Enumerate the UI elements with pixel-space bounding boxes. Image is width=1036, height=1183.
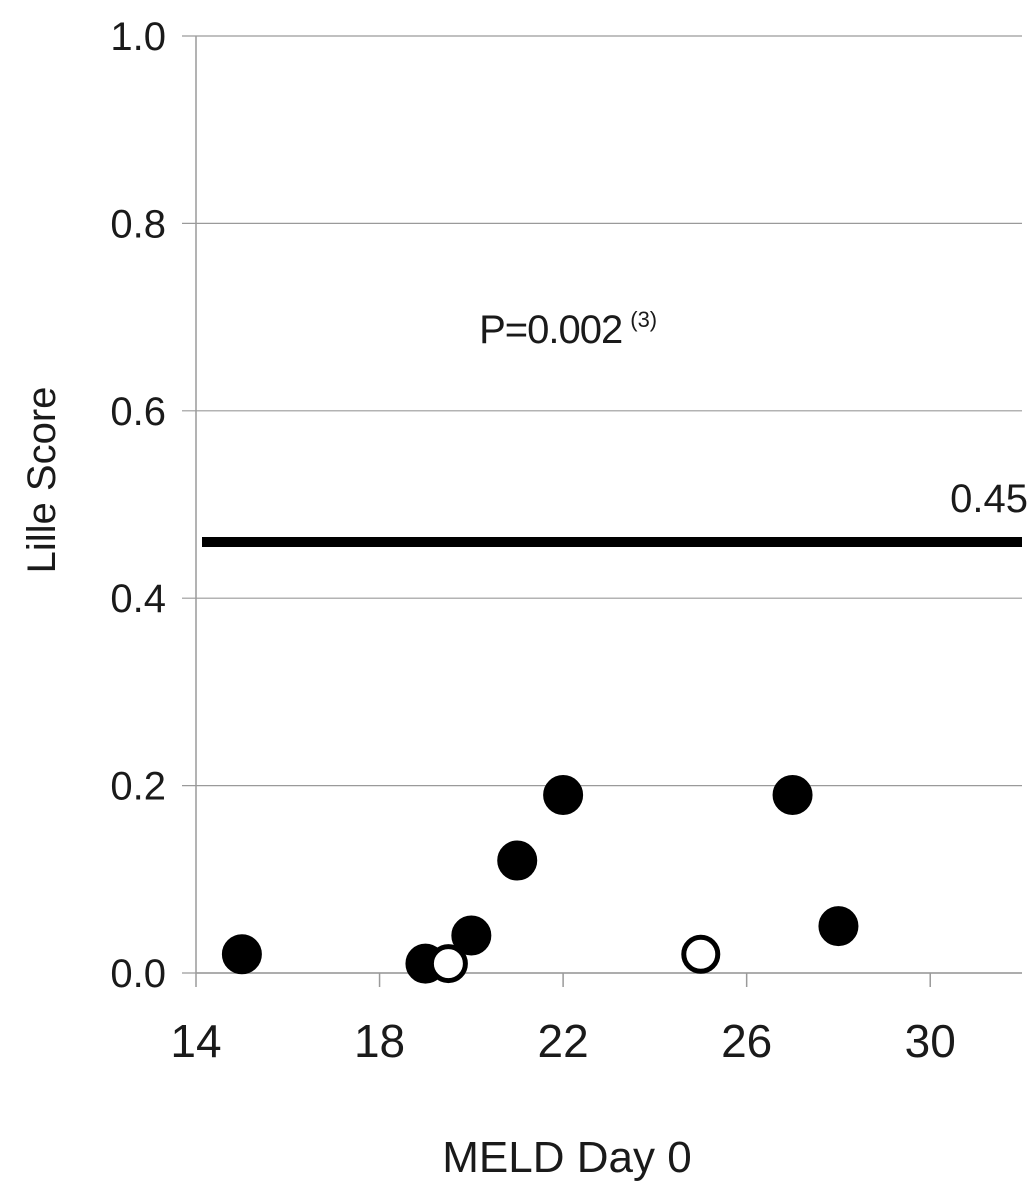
- filled-data-point: [818, 906, 859, 947]
- x-axis-title: MELD Day 0: [442, 1133, 691, 1182]
- axes: [195, 36, 1022, 987]
- open-data-point: [681, 934, 721, 974]
- y-axis-title: Lille Score: [20, 387, 64, 574]
- open-data-point: [428, 944, 468, 984]
- filled-data-point: [497, 840, 538, 881]
- filled-data-point: [543, 774, 584, 815]
- p-value-annotation: P=0.002 (3): [479, 307, 657, 352]
- x-tick-label: 14: [170, 1015, 221, 1067]
- x-tick-label: 22: [538, 1015, 589, 1067]
- y-tick-label: 1.0: [110, 15, 166, 59]
- filled-data-point: [772, 774, 813, 815]
- x-tick-label: 18: [354, 1015, 405, 1067]
- filled-data-point: [221, 934, 262, 975]
- p-value-reference: (3): [630, 307, 657, 332]
- p-value-text: P=0.002: [479, 308, 622, 352]
- labels: 0.0 0.2 0.4 0.6 0.8 1.0 14 18 22 26 30 0.45 P=0.002 (…: [20, 15, 1028, 1182]
- y-tick-label: 0.2: [110, 765, 166, 809]
- threshold-label: 0.45: [950, 477, 1028, 521]
- y-tick-label: 0.0: [110, 952, 166, 996]
- grid-lines: [182, 35, 1022, 974]
- filled-data-point: [451, 915, 492, 956]
- y-tick-label: 0.8: [110, 202, 166, 246]
- x-tick-label: 26: [721, 1015, 772, 1067]
- y-tick-label: 0.4: [110, 577, 166, 621]
- data-points: [221, 774, 859, 984]
- x-tick-label: 30: [905, 1015, 956, 1067]
- y-tick-label: 0.6: [110, 390, 166, 434]
